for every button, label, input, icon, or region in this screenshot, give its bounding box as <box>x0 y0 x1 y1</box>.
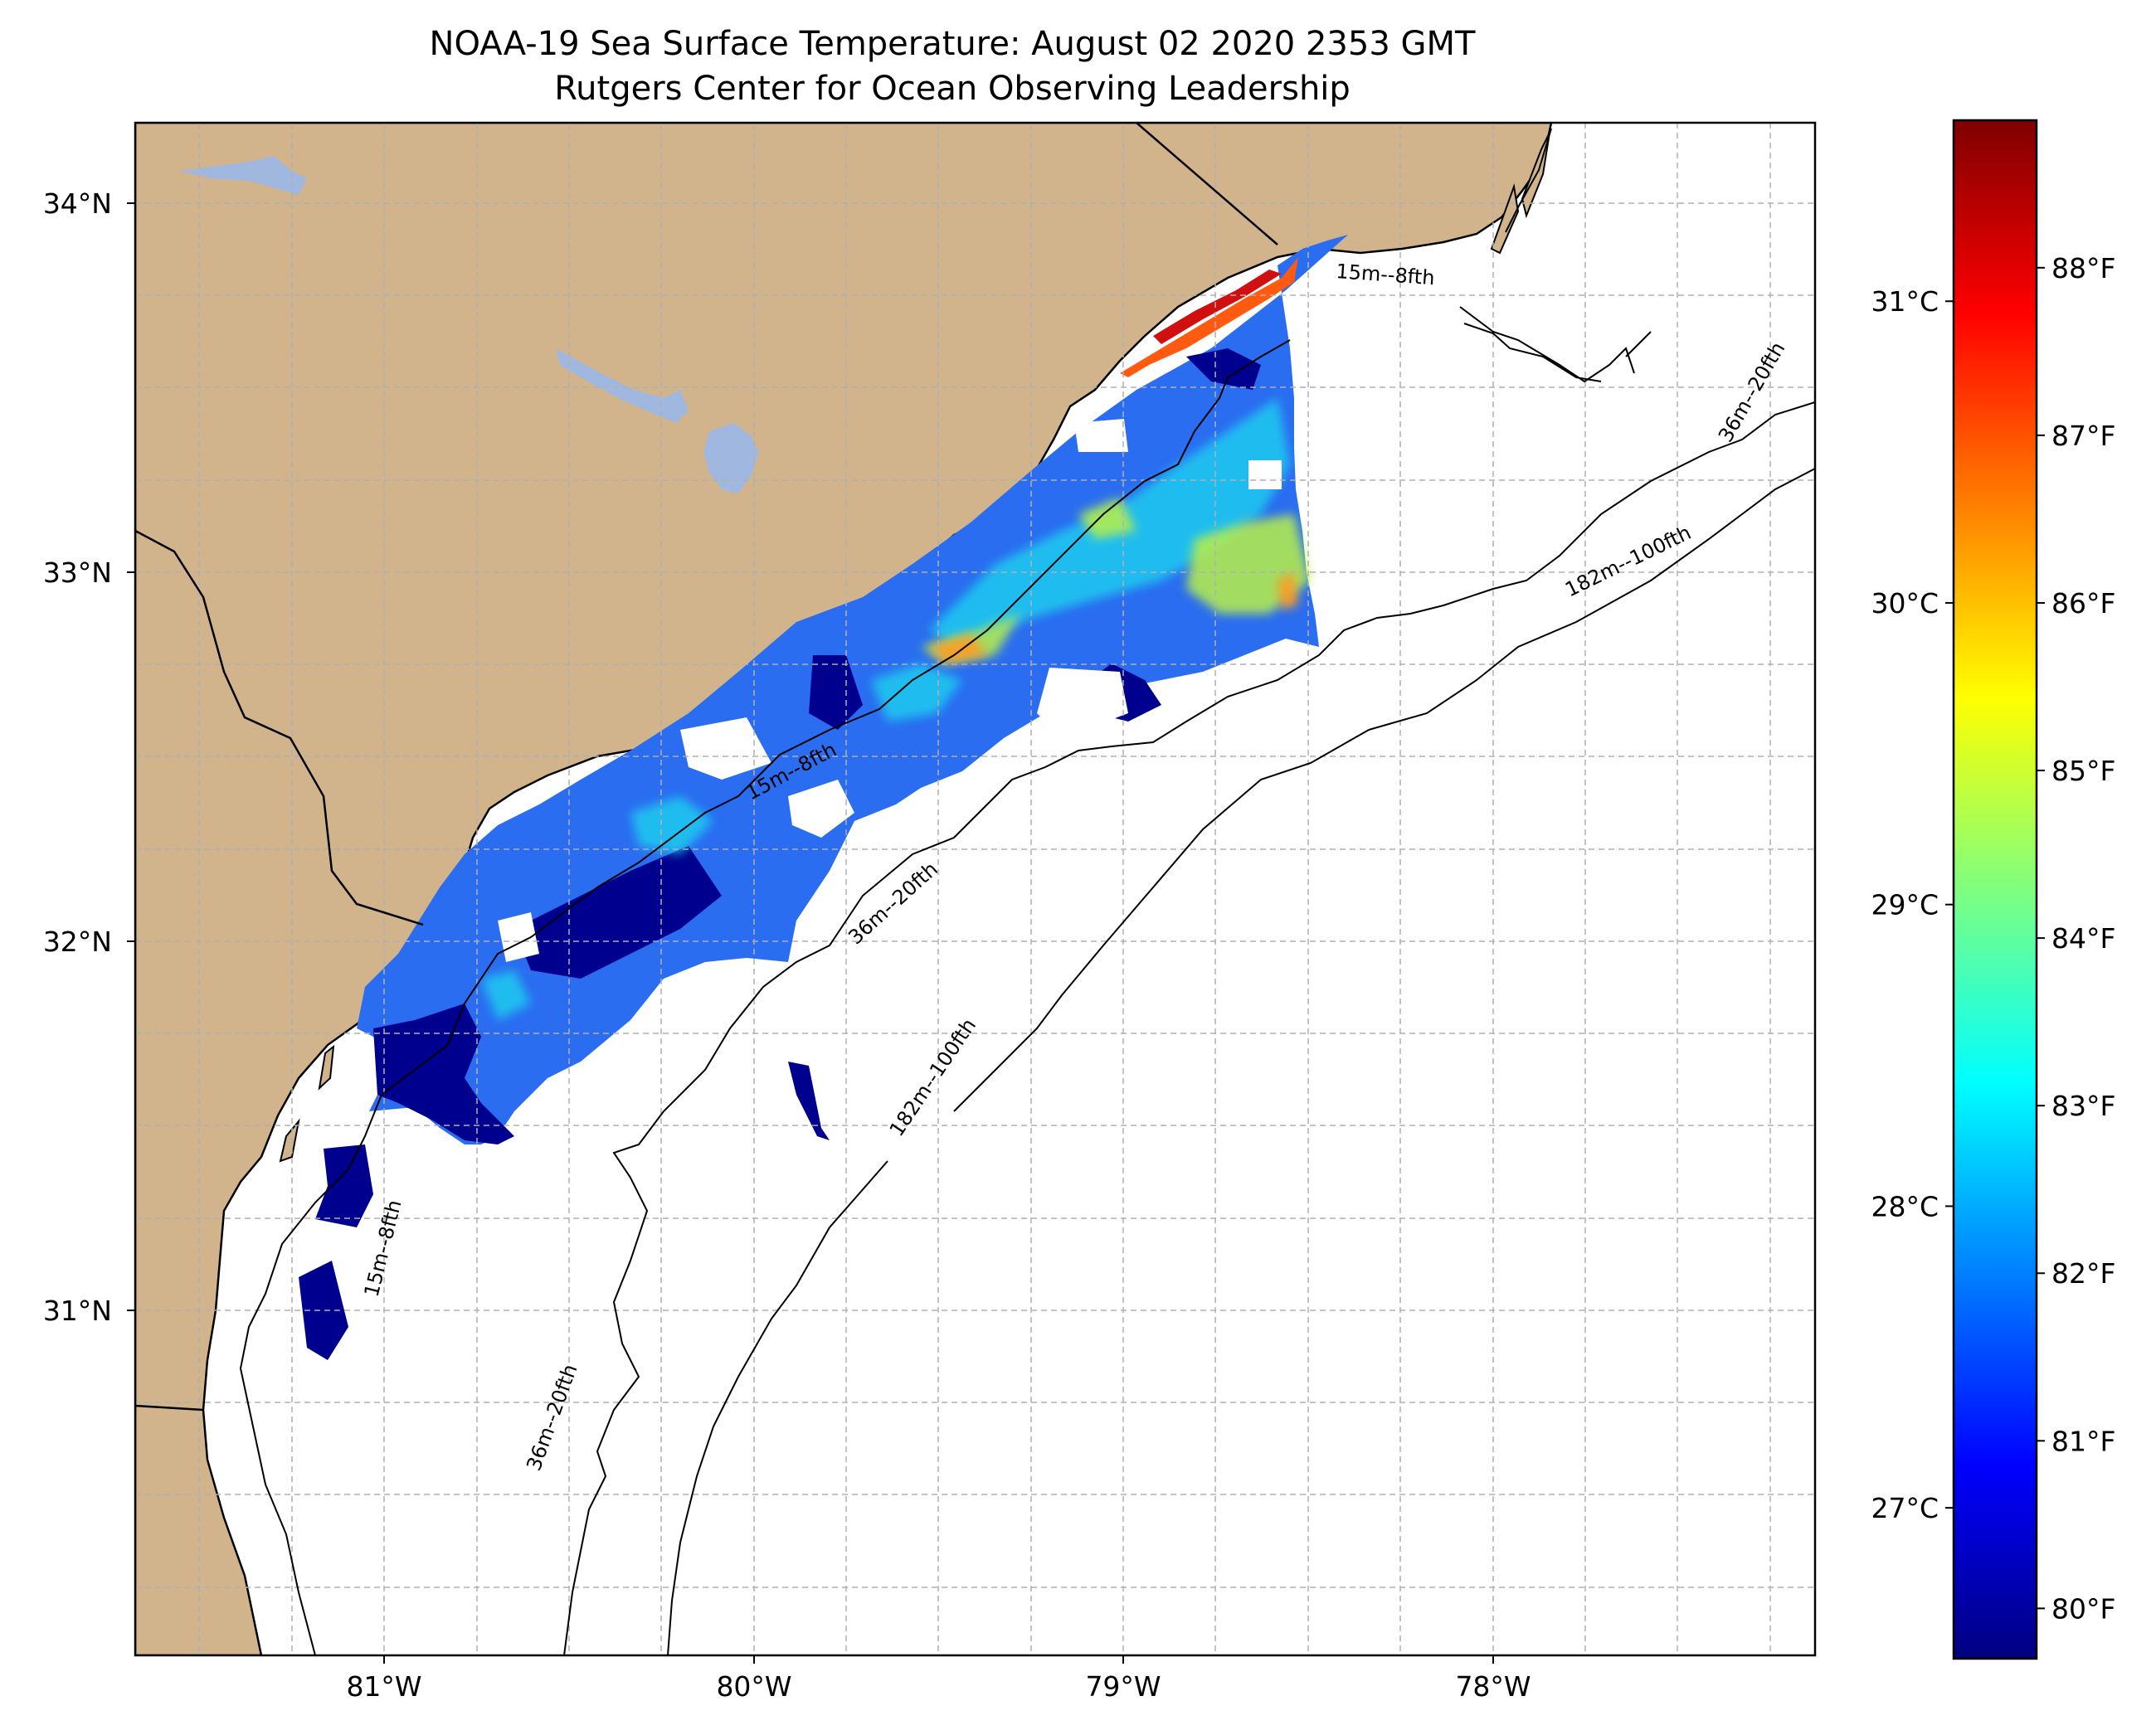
x-tick-label: 80°W <box>716 1670 791 1703</box>
colorbar-celsius-label: 29°C <box>1871 889 1939 921</box>
map-frame <box>134 121 1817 1657</box>
colorbar-celsius-label: 30°C <box>1871 587 1939 620</box>
y-tick-label: 32°N <box>43 926 112 958</box>
x-tick-label: 78°W <box>1455 1670 1531 1703</box>
lake <box>178 156 307 195</box>
sst-red-nearshore <box>1153 270 1282 344</box>
sst-orange-hotspot <box>929 572 1298 663</box>
colorbar-fahrenheit-label: 83°F <box>2051 1090 2115 1122</box>
colorbar-celsius-label: 31°C <box>1871 285 1939 318</box>
contour-36m <box>563 401 1815 1655</box>
sst-warm-nearshore <box>1120 257 1298 377</box>
contour-182m <box>667 468 1815 1655</box>
chart-title-line2: Rutgers Center for Ocean Observing Leade… <box>554 70 1351 108</box>
state-border <box>135 1404 204 1412</box>
colorbar: 27°C 28°C 29°C 30°C 31°C 80°F 81°F 82°F 83°F 84°… <box>1871 119 2115 1660</box>
state-border <box>1136 123 1278 245</box>
map-axes: 81°W 80°W 79°W 78°W 34°N 33°N 32°N 31°N <box>43 187 1531 1703</box>
sst-cyan-bands <box>481 398 1290 1020</box>
barrier-island <box>279 1118 300 1163</box>
lake <box>556 348 689 423</box>
colorbar-fahrenheit-label: 81°F <box>2051 1425 2115 1457</box>
sst-data-field <box>299 235 1348 1360</box>
x-tick-label: 81°W <box>346 1670 421 1703</box>
colorbar-fahrenheit-label: 84°F <box>2051 922 2115 955</box>
colorbar-celsius-label: 28°C <box>1871 1190 1939 1222</box>
colorbar-gradient <box>1952 119 2038 1660</box>
colorbar-fahrenheit-label: 88°F <box>2051 252 2115 284</box>
barrier-island <box>318 1044 335 1091</box>
x-tick-label: 79°W <box>1085 1670 1161 1703</box>
colorbar-celsius-ticks: 27°C 28°C 29°C 30°C 31°C <box>1871 285 1954 1524</box>
colorbar-fahrenheit-label: 85°F <box>2051 755 2115 787</box>
colorbar-fahrenheit-label: 82°F <box>2051 1257 2115 1290</box>
y-tick-label: 34°N <box>43 187 112 220</box>
map-gridlines <box>135 123 1815 1655</box>
colorbar-fahrenheit-ticks: 80°F 81°F 82°F 83°F 84°F 85°F 86°F 87°F 88°F <box>2037 252 2115 1625</box>
lake <box>703 423 759 493</box>
colorbar-fahrenheit-label: 87°F <box>2051 420 2115 452</box>
colorbar-fahrenheit-label: 80°F <box>2051 1592 2115 1625</box>
y-tick-label: 33°N <box>43 556 112 589</box>
map-area: 15m--8fth 15m--8fth 15m--8fth 36m--20fth… <box>135 123 1815 1655</box>
contour-15m <box>239 128 1652 1655</box>
state-border <box>135 529 424 926</box>
y-tick-label: 31°N <box>43 1295 112 1327</box>
colorbar-celsius-label: 27°C <box>1871 1492 1939 1524</box>
sst-green-yellow-bands <box>921 498 1311 663</box>
chart-title-line1: NOAA-19 Sea Surface Temperature: August … <box>430 25 1476 63</box>
colorbar-fahrenheit-label: 86°F <box>2051 587 2115 620</box>
